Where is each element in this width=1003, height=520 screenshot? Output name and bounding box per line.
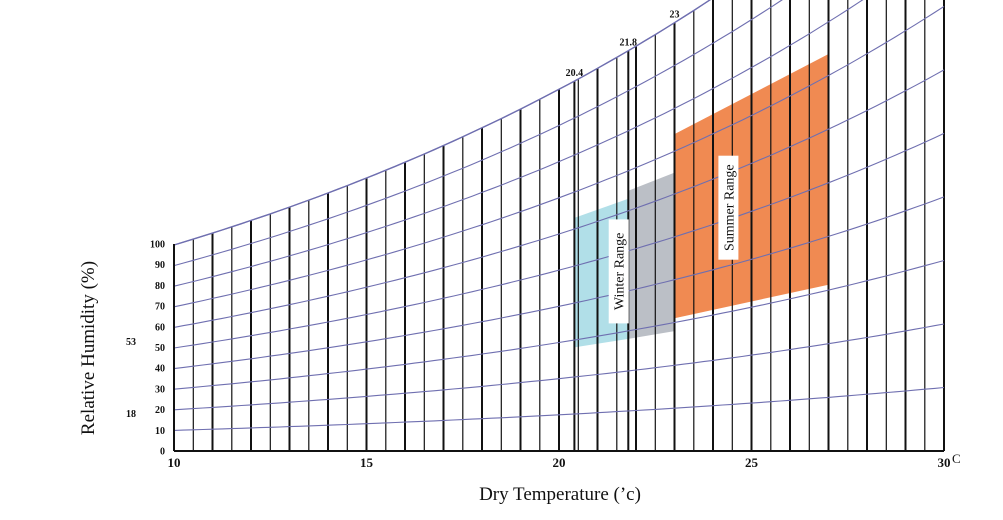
y-tick-label: 90 [155, 260, 165, 271]
top-mark-label: 23 [670, 10, 680, 21]
temperature-grid-lines [173, 0, 945, 451]
x-tick-label: 15 [360, 455, 374, 470]
humidity-curve [173, 69, 945, 328]
range-labels: Winter Range Summer Range [608, 155, 739, 324]
y-tick-label: 0 [160, 447, 165, 458]
y-tick-label: 20 [155, 405, 165, 416]
range-label: Winter Range [613, 233, 628, 311]
y-tick-label: 60 [155, 322, 165, 333]
y-tick-label: 70 [155, 302, 165, 313]
range-label: Summer Range [722, 164, 737, 251]
y-axis-title: Relative Humidity (%) [78, 261, 99, 435]
top-mark-label: 20.4 [566, 68, 584, 79]
x-tick-label: 30 [938, 455, 951, 470]
humidity-curve [173, 0, 783, 267]
humidity-curve [173, 386, 945, 431]
x-tick-label: 25 [745, 455, 759, 470]
humidity-curve [173, 323, 945, 411]
top-mark-label: 21.8 [620, 38, 638, 49]
y-tick-label: 30 [155, 384, 165, 395]
y-tick-label: 50 [155, 343, 165, 354]
humidity-curve [173, 0, 864, 287]
range-label-bg [718, 155, 739, 260]
humidity-curves [173, 0, 945, 431]
humidity-curve [173, 259, 945, 390]
y-tick-label: 10 [155, 426, 165, 437]
range-area-1 [628, 172, 675, 339]
humidity-curve [173, 5, 945, 308]
top-mark-labels: 20.421.82327 [566, 10, 680, 79]
y-tick-label: 40 [155, 364, 165, 375]
y-mark-label: 18 [126, 409, 136, 420]
y-tick-labels: 0 10 20 30 40 50 60 70 80 90 100 [150, 240, 165, 458]
y-mark-label: 53 [126, 337, 136, 348]
x-axis-title: Dry Temperature (’c) [479, 484, 641, 505]
x-tick-labels: 10 15 20 25 30 [168, 455, 951, 470]
x-unit-label: C [952, 451, 961, 466]
saturation-curve [173, 0, 712, 246]
y-tick-label: 100 [150, 240, 165, 251]
axes [173, 244, 944, 452]
x-tick-label: 20 [553, 455, 566, 470]
humidity-curve [173, 132, 945, 349]
x-tick-label: 10 [168, 455, 181, 470]
range-label-bg [608, 219, 629, 324]
y-tick-label: 80 [155, 281, 165, 292]
y-mark-labels: 53 18 [126, 337, 136, 420]
humidity-curve [173, 196, 945, 370]
